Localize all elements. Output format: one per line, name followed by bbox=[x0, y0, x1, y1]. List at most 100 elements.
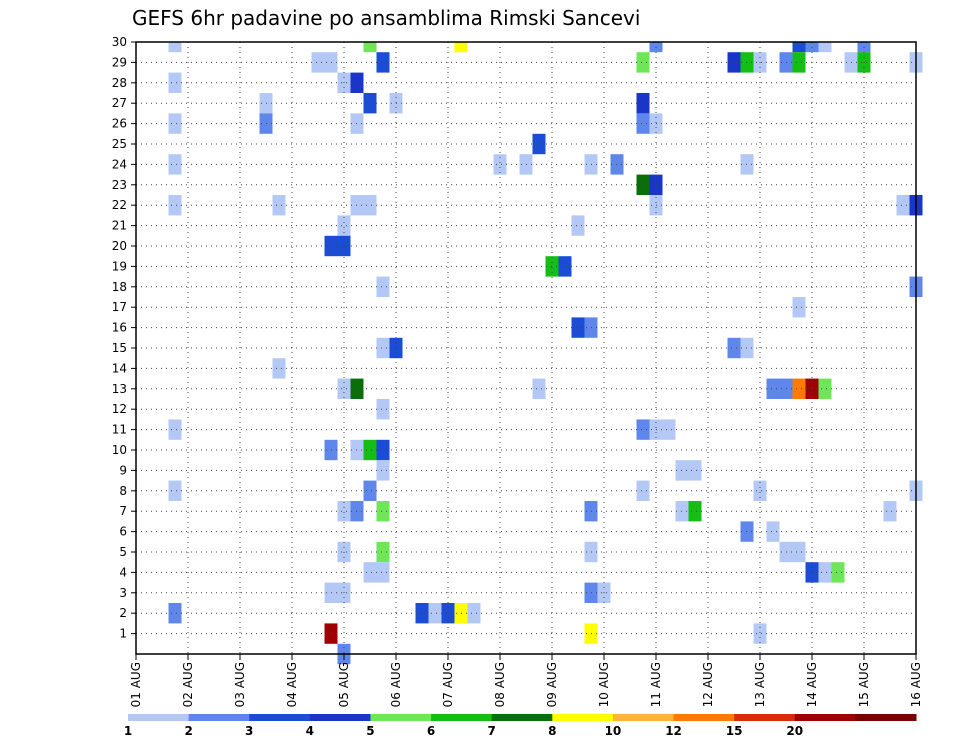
precip-cell bbox=[337, 215, 351, 236]
precip-cell bbox=[168, 42, 182, 53]
precip-cell bbox=[376, 562, 390, 583]
precip-cell bbox=[363, 195, 377, 216]
precip-cell bbox=[376, 541, 390, 563]
color-legend: 1 2 3 4 5 6 7 8 10 12 15 20 bbox=[124, 714, 917, 738]
legend-swatch bbox=[794, 714, 856, 721]
precip-cell bbox=[454, 42, 468, 53]
y-tick-label: 26 bbox=[112, 117, 127, 131]
precip-cell bbox=[376, 439, 390, 461]
x-tick-label: 04 AUG bbox=[285, 662, 299, 707]
precip-cell bbox=[272, 195, 286, 216]
x-tick-label: 12 AUG bbox=[701, 662, 715, 707]
y-tick-label: 9 bbox=[119, 463, 127, 477]
legend-label: 12 bbox=[665, 724, 682, 738]
precip-cell bbox=[168, 480, 182, 501]
precip-cell bbox=[558, 256, 572, 277]
precip-cell bbox=[636, 174, 650, 195]
cells-layer bbox=[168, 42, 923, 665]
chart-title: GEFS 6hr padavine po ansamblima Rimski S… bbox=[132, 6, 640, 30]
precip-cell bbox=[532, 133, 546, 155]
precip-cell bbox=[688, 501, 702, 522]
legend-label: 4 bbox=[306, 724, 314, 738]
precip-cell bbox=[363, 93, 377, 114]
x-tick-label: 15 AUG bbox=[857, 662, 871, 707]
legend-label: 8 bbox=[548, 724, 556, 738]
y-tick-label: 5 bbox=[119, 545, 127, 559]
precip-cell bbox=[168, 154, 182, 175]
precip-cell bbox=[792, 297, 806, 318]
precip-cell bbox=[272, 358, 286, 379]
y-tick-label: 3 bbox=[119, 586, 127, 600]
legend-swatch bbox=[734, 714, 796, 721]
precip-cell bbox=[532, 378, 546, 399]
precip-cell bbox=[311, 52, 325, 73]
precip-cell bbox=[896, 195, 910, 216]
legend-swatch bbox=[612, 714, 675, 721]
y-tick-label: 10 bbox=[112, 443, 127, 457]
y-tick-label: 4 bbox=[119, 565, 127, 579]
legend-label: 10 bbox=[605, 724, 622, 738]
y-tick-label: 12 bbox=[112, 402, 127, 416]
legend-swatch bbox=[431, 714, 493, 721]
precip-cell bbox=[571, 317, 585, 338]
x-tick-label: 08 AUG bbox=[493, 662, 507, 707]
legend-swatch bbox=[491, 714, 553, 721]
precip-cell bbox=[636, 52, 650, 73]
x-tick-label: 01 AUG bbox=[129, 662, 143, 707]
precip-cell bbox=[636, 93, 650, 114]
legend-label: 15 bbox=[726, 724, 743, 738]
y-tick-label: 15 bbox=[112, 341, 127, 355]
y-tick-label: 19 bbox=[112, 259, 127, 273]
legend-swatch bbox=[552, 714, 614, 721]
x-tick-label: 05 AUG bbox=[337, 662, 351, 707]
y-tick-label: 30 bbox=[112, 35, 127, 49]
precip-cell bbox=[168, 603, 182, 624]
precip-cell bbox=[792, 378, 806, 399]
legend-label: 3 bbox=[245, 724, 253, 738]
precip-cell bbox=[376, 501, 390, 522]
legend-swatch bbox=[673, 714, 735, 721]
y-tick-label: 13 bbox=[112, 382, 127, 396]
precip-cell bbox=[636, 113, 650, 134]
y-axis: 1234567891011121314151617181920212223242… bbox=[112, 35, 136, 641]
precip-cell bbox=[337, 235, 351, 257]
precip-cell bbox=[636, 480, 650, 501]
legend-label: 1 bbox=[124, 724, 132, 738]
precip-cell bbox=[376, 276, 390, 297]
precip-cell bbox=[363, 480, 377, 501]
x-tick-label: 07 AUG bbox=[441, 662, 455, 707]
precip-cell bbox=[766, 378, 780, 399]
legend-swatch bbox=[309, 714, 371, 721]
y-tick-label: 16 bbox=[112, 321, 127, 335]
y-tick-label: 18 bbox=[112, 280, 127, 294]
legend-label: 7 bbox=[488, 724, 496, 738]
precip-cell bbox=[363, 562, 377, 583]
precip-cell bbox=[883, 501, 897, 522]
precip-cell bbox=[818, 378, 832, 399]
x-tick-label: 13 AUG bbox=[753, 662, 767, 707]
precip-cell bbox=[376, 52, 390, 73]
y-tick-label: 11 bbox=[112, 423, 127, 437]
precip-cell bbox=[428, 603, 442, 624]
legend-swatch bbox=[370, 714, 432, 721]
precip-cell bbox=[636, 419, 650, 440]
grid-layer bbox=[136, 42, 916, 654]
precip-cell bbox=[662, 419, 676, 440]
precip-cell bbox=[376, 460, 390, 481]
precip-cell bbox=[792, 541, 806, 563]
x-tick-label: 16 AUG bbox=[909, 662, 923, 707]
precip-cell bbox=[337, 501, 351, 522]
legend-swatch bbox=[188, 714, 250, 721]
precip-cell bbox=[753, 480, 767, 501]
precip-cell bbox=[168, 195, 182, 216]
legend-swatch bbox=[855, 714, 917, 721]
precip-cell bbox=[792, 42, 806, 53]
precip-cell bbox=[168, 419, 182, 440]
x-tick-label: 10 AUG bbox=[597, 662, 611, 707]
x-axis: 01 AUG 02 AUG 03 AUG 04 AUG 05 AUG 06 AUG 07 A… bbox=[129, 654, 923, 707]
precip-cell bbox=[792, 52, 806, 73]
precip-cell bbox=[818, 562, 832, 583]
precip-cell bbox=[467, 603, 481, 624]
x-tick-label: 02 AUG bbox=[181, 662, 195, 707]
legend-label: 5 bbox=[366, 724, 374, 738]
